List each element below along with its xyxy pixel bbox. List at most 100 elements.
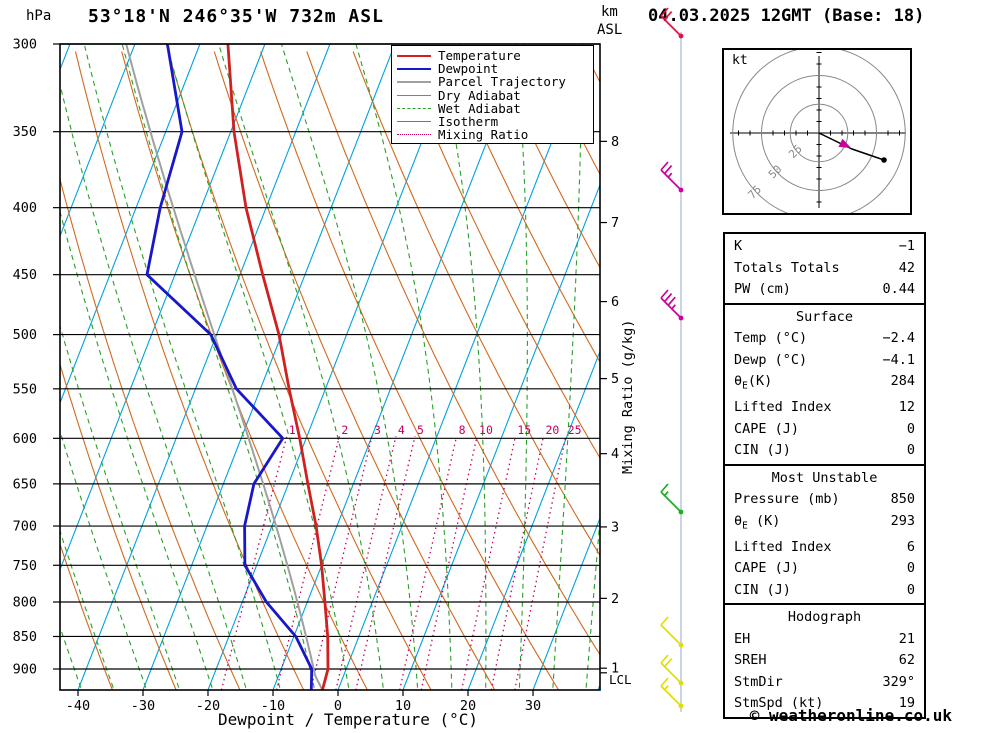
wind-barb-full-tick <box>660 677 669 687</box>
dry-adiabat-line <box>398 51 600 459</box>
stats-row: CAPE (J) 0 <box>725 419 924 441</box>
legend-item-label: Isotherm <box>438 114 499 130</box>
legend-line-sample <box>397 121 431 123</box>
temp-tick-label: 20 <box>460 698 476 714</box>
stats-row: θE (K) 293 <box>725 511 924 537</box>
wet-adiabat-line <box>121 44 315 688</box>
wind-barb-half-tick <box>671 304 676 310</box>
wet-adiabat-line <box>514 44 528 688</box>
pressure-axis-unit: hPa <box>26 8 52 24</box>
hodograph-ring-label: 25 <box>786 142 805 161</box>
temp-tick-label: -20 <box>196 698 220 714</box>
wind-barb <box>660 289 684 321</box>
stats-label: Lifted Index <box>734 399 832 416</box>
legend-item: Wet Adiabat <box>397 102 588 115</box>
stats-table: Hodograph EH 21 SREH 62 StmDir 329° StmSpd (kt)… <box>723 603 926 719</box>
station-title: 53°18'N 246°35'W 732m ASL <box>88 6 384 27</box>
dry-adiabat-line <box>260 51 560 690</box>
legend-item-label: Dewpoint <box>438 61 499 77</box>
mixing-ratio-line <box>460 436 517 690</box>
mixing-ratio-value: 4 <box>398 423 405 437</box>
stats-label: CIN (J) <box>734 581 791 598</box>
mixing-ratio-line <box>220 436 288 690</box>
stats-label: StmDir <box>734 673 783 690</box>
pressure-tick-label: 450 <box>13 267 37 283</box>
stats-value: 293 <box>890 512 915 529</box>
isotherm-line <box>207 44 461 690</box>
dry-adiabat-line <box>74 51 305 690</box>
wind-barbs <box>660 7 684 709</box>
mixing-ratio-labels: 1 2 3 4 5 8 10 15 20 25 <box>289 423 582 437</box>
mixing-ratio-value: 20 <box>545 423 559 437</box>
dry-adiabat-line <box>121 51 368 690</box>
mixing-ratio-line <box>399 436 458 690</box>
legend-line-sample <box>397 54 431 57</box>
wind-barb-full-tick <box>663 658 673 668</box>
wet-adiabat-line <box>0 44 49 688</box>
stats-row: Dewp (°C) −4.1 <box>725 350 924 372</box>
legend-item: Dry Adiabat <box>397 89 588 102</box>
stats-row: StmDir 329° <box>725 672 924 694</box>
copyright: © weatheronline.co.uk <box>749 706 952 725</box>
stats-label: Totals Totals <box>734 259 840 276</box>
stats-value: −4.1 <box>882 351 915 368</box>
stats-value: 21 <box>898 630 915 647</box>
stats-row: K −1 <box>725 236 924 258</box>
pressure-tick-label: 750 <box>13 558 37 574</box>
wind-barb-full-tick <box>663 293 673 303</box>
pressure-tick-label: 850 <box>13 629 37 645</box>
hodograph-ring <box>761 75 877 191</box>
wet-adiabat-line <box>552 44 583 688</box>
isotherm-line <box>60 44 136 238</box>
stats-row: Pressure (mb) 850 <box>725 489 924 511</box>
mixing-ratio-line <box>275 436 341 690</box>
legend-line-sample <box>397 94 431 96</box>
isotherm-line <box>532 516 600 690</box>
stats-label: CIN (J) <box>734 442 791 459</box>
stats-value: 0 <box>906 560 915 577</box>
wind-barb-full-tick <box>660 7 669 17</box>
hodograph-ring <box>789 103 849 163</box>
stats-value: 6 <box>906 538 915 555</box>
stats-row: CIN (J) 0 <box>725 580 924 602</box>
mixing-ratio-line <box>310 436 373 690</box>
km-axis-unit: km <box>601 4 618 20</box>
stats-label: SREH <box>734 652 767 669</box>
dry-adiabat-line <box>167 51 432 690</box>
dry-adiabats <box>60 51 600 690</box>
legend-item-label: Parcel Trajectory <box>438 74 566 90</box>
hodograph-ring <box>732 50 906 213</box>
chart-frame <box>59 43 601 691</box>
dry-adiabat-line <box>445 51 600 364</box>
hodograph-kt-label: kt <box>732 53 748 68</box>
pressure-tick-label: 800 <box>13 594 37 610</box>
wind-barb <box>660 677 684 709</box>
mixing-ratio-value: 10 <box>479 423 493 437</box>
stats-label: CAPE (J) <box>734 560 800 577</box>
wind-barb <box>660 654 684 686</box>
hodograph-end-dot <box>881 157 887 163</box>
wind-barb <box>660 616 684 648</box>
mixing-ratio-value: 1 <box>289 423 296 437</box>
mixing-ratio-line <box>335 436 397 690</box>
stats-label: Pressure (mb) <box>734 491 840 508</box>
hodograph-storm-arrow <box>838 138 852 149</box>
stats-value: 19 <box>898 695 915 712</box>
km-tick-label: 2 <box>611 591 619 607</box>
temp-tick-label: -10 <box>261 698 285 714</box>
hodograph-ring-label: 50 <box>766 163 785 182</box>
mixing-ratio-value: 3 <box>374 423 381 437</box>
pressure-tick-label: 550 <box>13 381 37 397</box>
pressure-tick-label: 900 <box>13 662 37 678</box>
wet-adiabat-line <box>83 44 281 688</box>
stats-table-header: Most Unstable <box>771 469 878 486</box>
wind-barb-full-tick <box>660 654 669 664</box>
wet-adiabat-line <box>436 44 487 688</box>
pressure-tick-label: 300 <box>13 37 37 53</box>
profiles <box>125 44 330 690</box>
legend-item-label: Temperature <box>438 48 521 64</box>
